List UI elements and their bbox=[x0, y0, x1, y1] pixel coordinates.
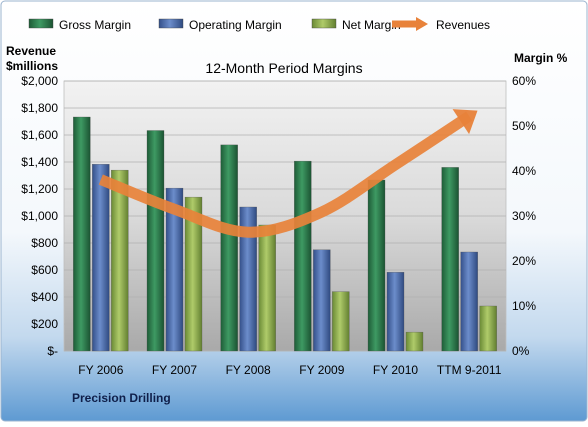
x-tick-label: FY 2008 bbox=[226, 363, 271, 377]
left-tick-label: $1,200 bbox=[21, 182, 58, 196]
bar-gross-margin bbox=[294, 160, 312, 352]
right-tick-label: 60% bbox=[512, 74, 536, 88]
revenue-line-path bbox=[98, 111, 473, 238]
left-tick-label: $1,800 bbox=[21, 101, 58, 115]
x-tick-label: FY 2007 bbox=[152, 363, 197, 377]
left-axis-title-line2: $millions bbox=[6, 59, 58, 73]
legend-label: Operating Margin bbox=[189, 18, 282, 32]
right-tick-label: 20% bbox=[512, 254, 536, 268]
legend-swatch bbox=[28, 18, 54, 29]
revenue-line bbox=[98, 109, 478, 238]
bar-operating-margin bbox=[92, 164, 110, 352]
bars bbox=[73, 116, 497, 352]
bar-gross-margin bbox=[146, 130, 165, 352]
bar-operating-margin bbox=[165, 187, 184, 352]
left-tick-label: $800 bbox=[31, 236, 58, 250]
bar-gross-margin bbox=[367, 179, 386, 352]
left-tick-label: $1,000 bbox=[21, 209, 58, 223]
bar-operating-margin bbox=[460, 251, 478, 352]
right-tick-label: 40% bbox=[512, 164, 536, 178]
bar-net-margin bbox=[258, 224, 276, 352]
x-tick-label: FY 2010 bbox=[373, 363, 418, 377]
bar-gross-margin bbox=[220, 144, 238, 352]
x-tick-label: FY 2006 bbox=[78, 363, 123, 377]
bar-net-margin bbox=[111, 169, 129, 352]
left-tick-label: $- bbox=[47, 344, 58, 358]
right-tick-label: 0% bbox=[512, 344, 530, 358]
legend-arrow bbox=[416, 17, 428, 31]
x-tick-label: FY 2009 bbox=[299, 363, 344, 377]
left-axis-title-line1: Revenue bbox=[6, 44, 56, 58]
x-tick-label: TTM 9-2011 bbox=[437, 363, 502, 377]
right-tick-label: 50% bbox=[512, 119, 536, 133]
left-tick-label: $600 bbox=[31, 263, 58, 277]
left-tick-label: $1,600 bbox=[21, 128, 58, 142]
x-axis-ticks: FY 2006 FY 2007 FY 2008 FY 2009 FY 2010 TTM 9… bbox=[78, 363, 501, 377]
legend-swatch bbox=[158, 18, 184, 29]
bar-net-margin bbox=[332, 291, 350, 352]
legend-label: Net Margin bbox=[342, 18, 401, 32]
legend-label: Gross Margin bbox=[59, 18, 131, 32]
bar-gross-margin bbox=[73, 116, 91, 352]
bar-operating-margin bbox=[313, 249, 331, 352]
bar-net-margin bbox=[184, 196, 203, 352]
revenue-arrowhead bbox=[452, 109, 478, 135]
legend-swatch bbox=[311, 18, 337, 29]
left-tick-label: $400 bbox=[31, 290, 58, 304]
bar-net-margin bbox=[479, 305, 497, 352]
chart-title: 12-Month Period Margins bbox=[205, 60, 362, 76]
bar-operating-margin bbox=[239, 206, 257, 352]
right-tick-label: 10% bbox=[512, 299, 536, 313]
left-tick-label: $200 bbox=[31, 317, 58, 331]
right-axis-ticks: 0% 10% 20% 30% 40% 50% 60% bbox=[512, 74, 536, 358]
right-tick-label: 30% bbox=[512, 209, 536, 223]
right-axis-title: Margin % bbox=[514, 51, 568, 65]
bar-net-margin bbox=[405, 331, 424, 352]
legend: Gross Margin Operating Margin Net Margin Re… bbox=[28, 17, 490, 32]
company-label: Precision Drilling bbox=[72, 391, 171, 405]
bar-gross-margin bbox=[441, 167, 459, 352]
bar-operating-margin bbox=[386, 272, 405, 352]
left-tick-label: $2,000 bbox=[21, 74, 58, 88]
left-tick-label: $1,400 bbox=[21, 155, 58, 169]
left-axis-ticks: $- $200 $400 $600 $800 $1,000 $1,200 $1,400 $1,6… bbox=[21, 74, 58, 358]
legend-label: Revenues bbox=[436, 18, 490, 32]
